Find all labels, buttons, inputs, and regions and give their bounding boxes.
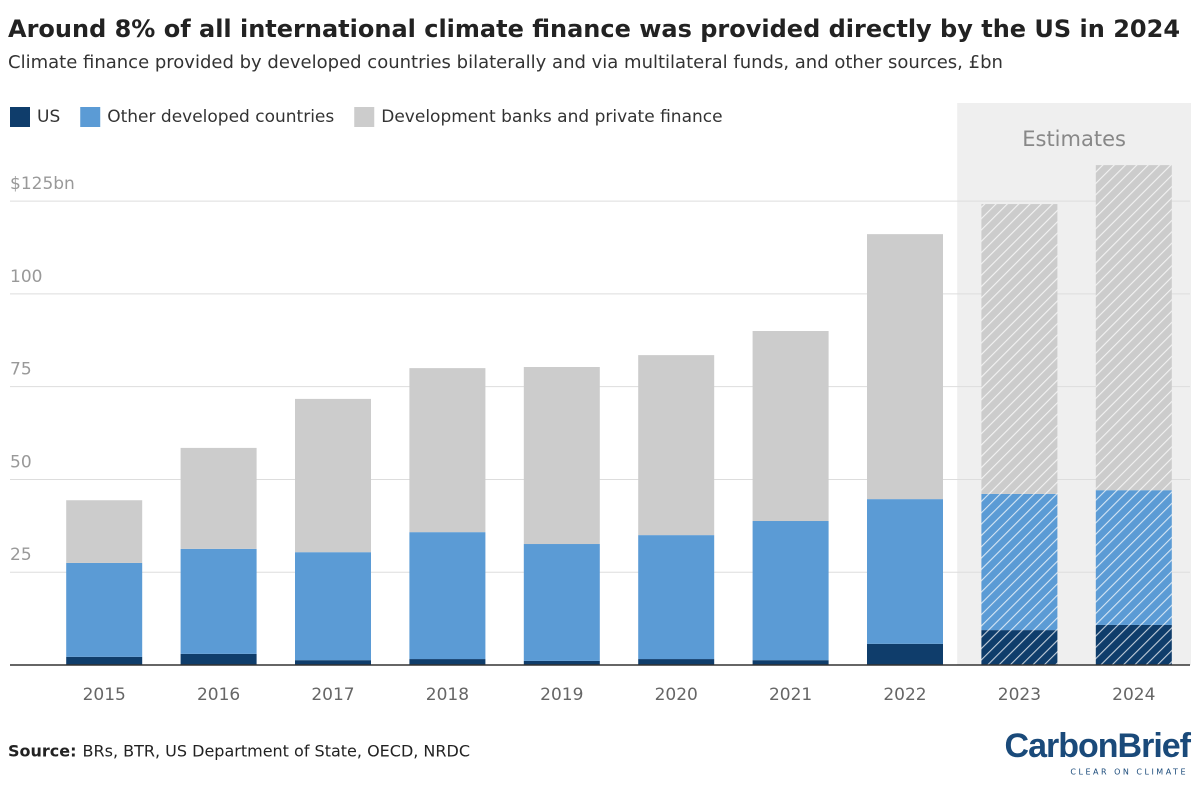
y-tick-label: 25 — [10, 545, 32, 565]
x-tick-label: 2021 — [769, 685, 812, 705]
x-tick-label: 2015 — [83, 685, 126, 705]
bar-segment — [1095, 165, 1172, 491]
bar-segment — [295, 660, 371, 665]
bar-segment — [752, 521, 829, 661]
y-tick-label: 100 — [10, 267, 42, 287]
x-tick-label: 2022 — [883, 685, 926, 705]
bar-segment — [752, 331, 829, 522]
bar-segment — [523, 366, 600, 545]
bar-segment — [409, 659, 486, 665]
bar-segment — [981, 493, 1058, 631]
chart-title: Around 8% of all international climate f… — [8, 15, 1180, 43]
bar-segment — [409, 368, 486, 533]
chart-subtitle: Climate finance provided by developed co… — [8, 52, 1003, 73]
bar-segment — [409, 532, 486, 660]
y-tick-label: $125bn — [10, 174, 75, 194]
legend-label: US — [37, 107, 60, 127]
logo: CarbonBrief — [1005, 727, 1192, 765]
bar-segment — [981, 630, 1058, 665]
legend-label: Other developed countries — [107, 107, 334, 127]
bar-segment — [523, 660, 600, 665]
logo-tagline: CLEAR ON CLIMATE — [1070, 768, 1188, 777]
bar-segment — [867, 643, 943, 665]
bar-segment — [1095, 624, 1172, 665]
bar-segment — [981, 204, 1058, 494]
source: BRs, BTR, US Department of State, OECD, … — [83, 742, 470, 761]
legend-swatch — [354, 107, 375, 127]
x-tick-label: 2018 — [426, 685, 469, 705]
legend-swatch — [10, 107, 30, 127]
x-tick-label: 2020 — [655, 685, 698, 705]
bar-segment — [638, 659, 715, 665]
bar-segment — [638, 535, 715, 660]
bar-segment — [1095, 490, 1172, 625]
x-tick-label: 2016 — [197, 685, 240, 705]
bar-segment — [295, 398, 371, 553]
bar-segment — [295, 552, 371, 661]
legend-swatch — [80, 107, 101, 127]
y-tick-label: 50 — [10, 452, 32, 472]
bar-segment — [638, 355, 715, 536]
bar-segment — [66, 656, 143, 665]
bar-segment — [867, 234, 943, 500]
bar-segment — [180, 653, 257, 665]
bar-segment — [867, 499, 943, 644]
y-tick-label: 75 — [10, 360, 32, 380]
bar-segment — [180, 548, 257, 654]
x-tick-label: 2024 — [1112, 685, 1155, 705]
bar-segment — [752, 660, 829, 665]
source-label: Source: — [8, 742, 77, 761]
bar-segment — [523, 544, 600, 661]
x-tick-label: 2023 — [998, 685, 1041, 705]
bar-segment — [180, 447, 257, 549]
x-tick-label: 2019 — [540, 685, 583, 705]
bar-segment — [66, 562, 143, 657]
x-tick-label: 2017 — [311, 685, 354, 705]
legend-label: Development banks and private finance — [381, 107, 722, 127]
bar-segment — [66, 500, 143, 563]
estimates-label: Estimates — [1022, 127, 1126, 151]
